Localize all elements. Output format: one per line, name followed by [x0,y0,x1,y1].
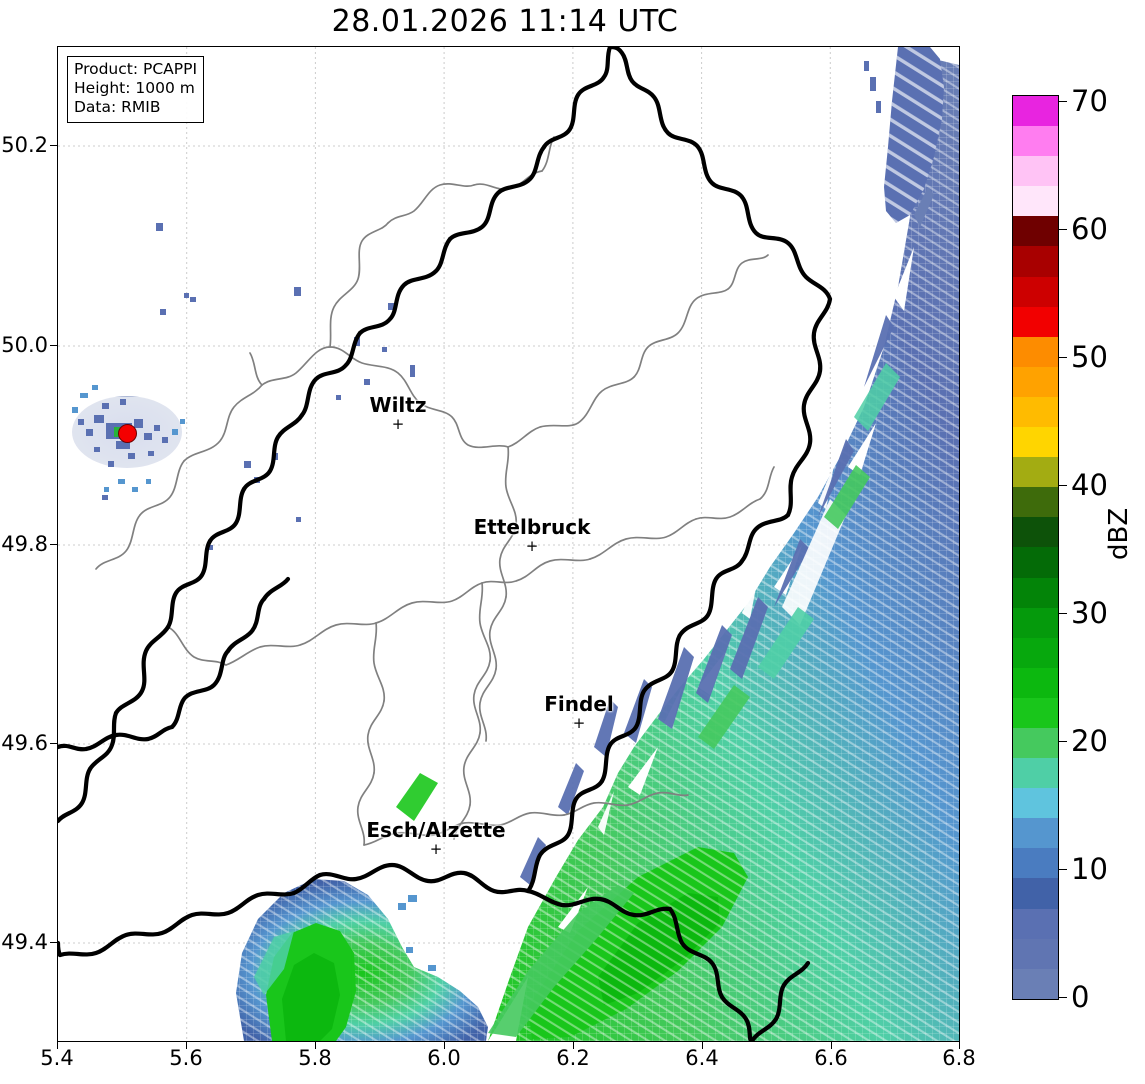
colorbar-tick [1059,229,1067,231]
radar-site-marker[interactable] [118,424,137,443]
colorbar-tick [1059,869,1067,871]
scattered-echo-pixels [102,223,415,550]
colorbar-band [1013,607,1058,638]
colorbar-band [1013,818,1058,849]
colorbar-band [1013,487,1058,518]
colorbar-band [1013,517,1058,548]
y-tick [50,743,57,744]
colorbar-band [1013,96,1058,127]
colorbar-tick-label: 20 [1071,724,1108,758]
y-axis-label: 50.0 [1,333,48,357]
x-axis-label: 6.2 [556,1046,590,1070]
colorbar-band [1013,186,1058,217]
x-tick [573,1042,574,1049]
x-axis-label: 6.8 [942,1046,976,1070]
colorbar-band [1013,667,1058,698]
radar-map-panel[interactable]: Product: PCAPPI Height: 1000 m Data: RMI… [57,46,960,1042]
colorbar-band [1013,547,1058,578]
x-tick [831,1042,832,1049]
colorbar-tick-label: 30 [1071,596,1108,630]
colorbar-band [1013,577,1058,608]
y-axis-label: 49.8 [1,532,48,556]
info-height-line: Height: 1000 m [74,79,195,98]
info-product-line: Product: PCAPPI [74,60,198,78]
colorbar-tick [1059,741,1067,743]
precip-northeast-patch [864,47,944,227]
y-tick [50,942,57,943]
colorbar-tick [1059,357,1067,359]
info-data-line: Data: RMIB [74,98,161,117]
x-axis-label: 6.4 [685,1046,719,1070]
colorbar-band [1013,938,1058,969]
colorbar-tick-label: 50 [1071,340,1108,374]
y-axis-label: 49.6 [1,731,48,755]
colorbar-band [1013,878,1058,909]
canton-borders [95,136,775,846]
y-axis-label: 50.2 [1,133,48,157]
colorbar-band [1013,908,1058,939]
x-axis-label: 6.6 [814,1046,848,1070]
x-tick [702,1042,703,1049]
colorbar-tick-label: 10 [1071,852,1108,886]
colorbar-band [1013,848,1058,879]
colorbar-tick [1059,613,1067,615]
x-axis-label: 5.4 [40,1046,74,1070]
x-tick [186,1042,187,1049]
colorbar-band [1013,727,1058,759]
y-tick [50,544,57,545]
x-tick [315,1042,316,1049]
colorbar-band [1013,457,1058,488]
colorbar-band [1013,156,1058,187]
x-tick [57,1042,58,1049]
y-axis-label: 49.4 [1,930,48,954]
colorbar-band [1013,788,1058,819]
x-axis-label: 6.0 [427,1046,461,1070]
y-tick [50,145,57,146]
colorbar-tick [1059,485,1067,487]
radar-map-svg [58,47,959,1041]
colorbar-tick-label: 70 [1071,84,1108,118]
x-axis-label: 5.8 [298,1046,332,1070]
colorbar-tick-label: 40 [1071,468,1108,502]
product-info-box: Product: PCAPPI Height: 1000 m Data: RMI… [67,56,205,123]
precip-southwest-cell [236,879,488,1041]
colorbar-band [1013,637,1058,668]
colorbar-band [1013,396,1058,428]
map-gridlines [58,47,959,1041]
colorbar-tick-label: 0 [1071,980,1090,1014]
colorbar-band [1013,216,1058,247]
colorbar-band [1013,246,1058,277]
colorbar-band [1013,968,1058,999]
colorbar-tick [1059,101,1067,103]
colorbar[interactable] [1012,95,1059,1000]
x-tick [444,1042,445,1049]
x-axis-label: 5.6 [169,1046,203,1070]
y-tick [50,345,57,346]
colorbar-band [1013,758,1058,789]
page-title: 28.01.2026 11:14 UTC [331,4,679,39]
colorbar-band [1013,427,1058,458]
colorbar-band [1013,366,1058,397]
colorbar-band [1013,306,1058,337]
country-borders [58,47,833,1041]
colorbar-tick-label: 60 [1071,212,1108,246]
colorbar-band [1013,697,1058,728]
colorbar-band [1013,276,1058,307]
colorbar-band [1013,126,1058,157]
precip-southeast [316,57,959,1041]
colorbar-band [1013,336,1058,367]
colorbar-tick [1059,997,1067,999]
x-tick [959,1042,960,1049]
colorbar-title: dBZ [1104,507,1134,560]
